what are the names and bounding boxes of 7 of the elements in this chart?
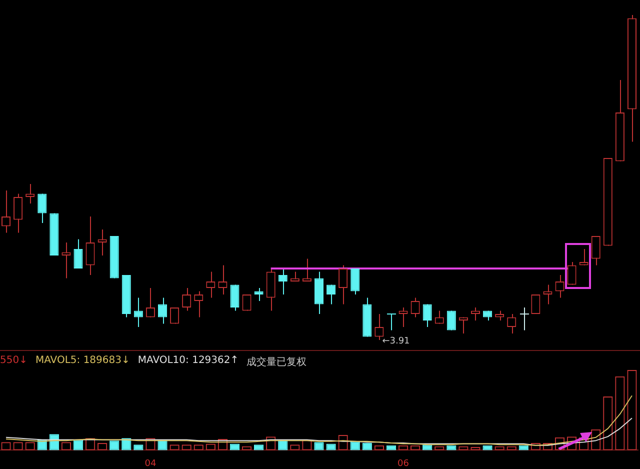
text: MAVOL5: 189683↓: [35, 355, 130, 368]
text: 成交量已复权: [246, 356, 307, 369]
x-tick-label: 06: [398, 458, 410, 469]
annotation: ←3.91: [382, 336, 410, 346]
text: 550↓: [0, 355, 28, 368]
x-tick-label: 04: [144, 458, 156, 469]
text: MAVOL10: 129362↑: [138, 355, 239, 368]
